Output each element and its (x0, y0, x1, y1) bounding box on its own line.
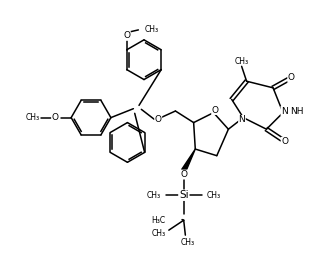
Text: CH₃: CH₃ (181, 238, 195, 247)
Text: O: O (52, 113, 59, 122)
Text: CH₃: CH₃ (146, 191, 161, 200)
Text: O: O (288, 73, 295, 82)
Text: CH₃: CH₃ (151, 229, 166, 238)
Text: O: O (181, 170, 188, 179)
Polygon shape (182, 149, 195, 172)
Text: CH₃: CH₃ (235, 57, 249, 66)
Text: O: O (281, 137, 288, 146)
Text: CH₃: CH₃ (207, 191, 221, 200)
Text: NH: NH (290, 107, 304, 116)
Text: N: N (239, 116, 245, 124)
Text: Si: Si (179, 190, 189, 200)
Text: H₃C: H₃C (151, 216, 166, 225)
Text: O: O (212, 106, 219, 114)
Text: CH₃: CH₃ (145, 25, 159, 34)
Text: O: O (123, 31, 130, 40)
Text: N: N (281, 106, 288, 116)
Text: O: O (155, 115, 162, 124)
Text: CH₃: CH₃ (25, 113, 40, 122)
